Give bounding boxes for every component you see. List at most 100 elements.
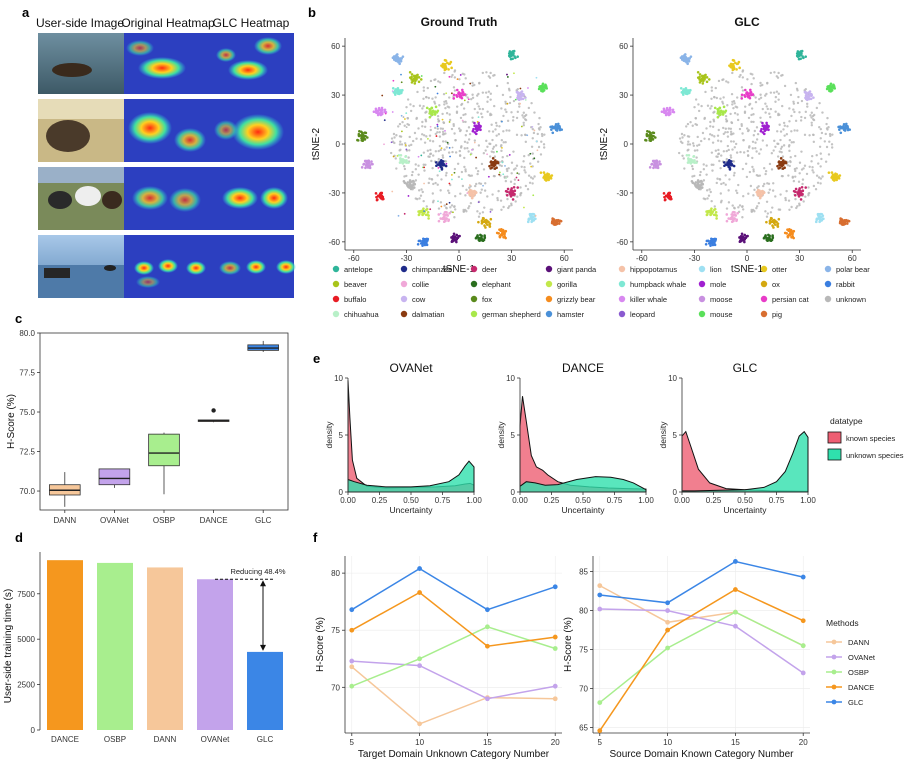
tsne-point-unknown [704,90,707,94]
tsne-point-unknown [819,165,822,168]
tsne-point-unknown [716,177,719,180]
tsne-point-polar-bear [399,58,402,62]
tsne-point-unknown [476,94,479,97]
tsne-point-dalmatian [489,160,493,164]
tsne-point-otter [444,64,447,68]
tsne-point-beaver [417,76,421,79]
tsne-point-lion [531,215,535,219]
tsne-point-unknown [758,97,761,101]
tsne-point-unknown [500,138,504,142]
box-osbp [148,432,180,495]
tsne-point-giant-panda [743,233,747,237]
line-point-ovanet [597,606,603,612]
tsne-point-unknown [513,182,516,186]
tsne-point-unknown [403,124,406,127]
tsne-point-unknown [755,126,759,129]
tsne-point-unknown [787,199,791,202]
tsne-point-polar-bear [392,55,396,58]
tsne-point-unknown [739,73,742,77]
tsne-point-unknown [462,113,465,117]
tsne-point-unknown [429,148,432,152]
tsne-point-unknown [771,206,774,209]
tsne-point-unknown [777,92,780,95]
tsne-point-otter [830,171,834,174]
tsne-point-unknown [708,188,711,191]
tsne-point-ox [481,217,485,221]
tsne-point-unknown [492,74,495,77]
tsne-point-antelope [511,57,514,61]
tsne-point-unknown [771,189,775,192]
tsne-point-deer [792,189,796,193]
tsne-point-unknown [504,102,508,105]
tsne-point-unknown [527,174,531,177]
bar-osbp [97,562,133,730]
tsne-point-scatter [461,119,464,122]
line-point-dance [597,728,603,734]
tsne-point-unknown [718,178,722,181]
tsne-point-antelope [512,49,516,53]
panel-c-boxplot: 70.072.575.077.580.0H-Score (%)DANN OVANe… [6,329,289,525]
tsne-point-unknown [507,87,511,91]
row-cows [38,167,294,230]
tsne-point-moose [368,163,371,167]
tsne-point-collie [437,213,441,216]
tsne-point-unknown [492,151,495,154]
tsne-point-scatter [401,130,403,133]
tsne-point-unknown [463,165,466,169]
line-point-glc [552,584,558,590]
tsne-point-chihuahua [399,158,402,162]
tsne-point-unknown [714,149,718,152]
tsne-point-german-shepherd [716,115,720,119]
tsne-point-unknown [432,182,435,186]
tsne-point-polar-bear [683,56,687,60]
tsne-point-unknown [478,107,481,111]
tsne-point-hippopotamus [758,191,762,195]
cluster-lion [814,212,825,224]
tsne-point-chimpanzee [441,160,445,163]
tsne-point-unknown [696,144,699,147]
tsne-point-unknown [756,174,760,178]
density-x-tick-label: 0.25 [706,496,722,505]
tsne-point-fox [646,129,649,133]
tsne-point-unknown [453,76,457,79]
tsne-point-unknown [686,143,690,146]
tsne-point-unknown [443,103,446,106]
tsne-point-unknown [531,152,534,155]
tsne-point-unknown [500,149,503,153]
legend-label-antelope: antelope [344,265,373,274]
legend-swatch-hamster [545,310,553,318]
tsne-point-cow [808,92,812,96]
legend-label-hippopotamus: hippopotamus [630,265,677,274]
tsne-point-unknown [756,205,759,208]
tsne-point-scatter [438,170,441,173]
legend-label-unknown: unknown [836,295,866,304]
tsne-point-unknown [741,132,744,135]
tsne-point-unknown [504,141,507,144]
tsne-point-unknown [420,188,423,191]
tsne-point-unknown [752,120,755,124]
cluster-fox [644,129,657,143]
cluster-unknown [690,179,705,191]
tsne-point-scatter [496,150,498,153]
legend-label-hamster: hamster [557,310,585,319]
tsne-point-scatter [404,144,407,146]
tsne-point-unknown [403,175,406,178]
tsne-point-grizzly-bear [790,235,793,239]
tsne-point-chimpanzee [728,168,732,171]
legend-label-mouse: mouse [710,310,733,319]
tsne-point-unknown [707,194,711,197]
tsne-point-elephant [768,238,771,242]
tsne-point-unknown [785,133,789,136]
cluster-cow [515,90,527,102]
tsne-point-unknown [509,95,512,99]
tsne-point-unknown [759,93,762,96]
tsne-point-killer-whale [380,110,383,113]
tsne-point-dalmatian [491,157,495,160]
tsne-point-unknown [787,145,791,148]
tsne-point-chihuahua [692,154,696,158]
tsne-point-unknown [789,93,793,97]
tsne-point-unknown [522,160,525,163]
tsne-point-unknown [425,110,428,114]
tsne-point-elephant [483,234,486,237]
